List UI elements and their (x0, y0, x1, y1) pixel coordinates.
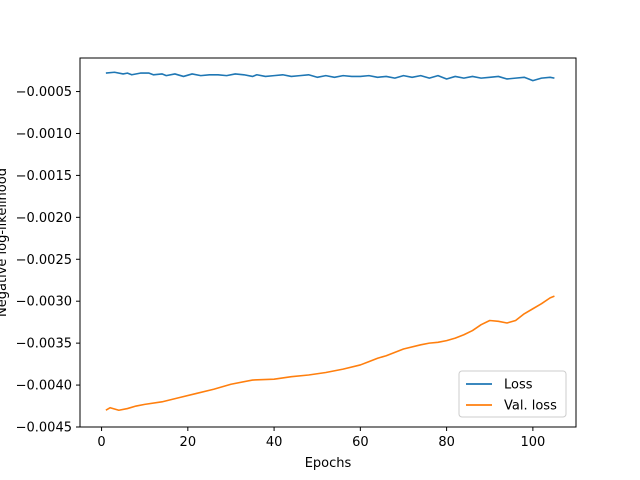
x-tick-label: 100 (520, 435, 545, 450)
legend-entry-label: Loss (504, 378, 533, 393)
y-tick-label: −0.0025 (16, 253, 72, 268)
legend-entry-label: Val. loss (504, 399, 557, 414)
axis-ticks: 0 20 40 60 80 100 −0.0045 −0.0040 −0.0035 −0.0030… (16, 85, 546, 450)
y-tick-label: −0.0010 (16, 127, 72, 142)
x-axis-label: Epochs (305, 456, 352, 471)
y-tick-label: −0.0030 (16, 295, 72, 310)
y-tick-label: −0.0005 (16, 85, 72, 100)
plot-area (105, 71, 555, 412)
y-tick-label: −0.0035 (16, 337, 72, 352)
x-tick-label: 80 (438, 435, 455, 450)
y-tick-label: −0.0045 (16, 421, 72, 436)
series-line-2 (105, 295, 555, 412)
y-tick-label: −0.0015 (16, 169, 72, 184)
x-tick-label: 20 (180, 435, 197, 450)
y-tick-label: −0.0040 (16, 379, 72, 394)
x-tick-label: 0 (97, 435, 105, 450)
legend: Loss Val. loss (458, 370, 567, 418)
y-axis-label: Negative log-likelihood (0, 168, 10, 317)
axes-frame (79, 57, 577, 428)
y-tick-label: −0.0020 (16, 211, 72, 226)
x-tick-label: 40 (266, 435, 283, 450)
series-line-1 (105, 71, 555, 82)
x-tick-label: 60 (352, 435, 369, 450)
